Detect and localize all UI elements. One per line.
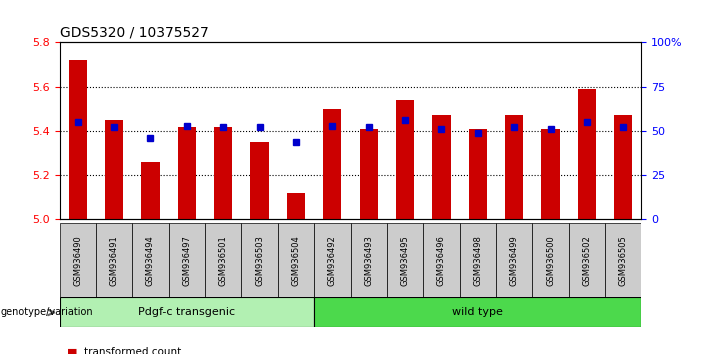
Text: GSM936500: GSM936500 bbox=[546, 235, 555, 286]
Text: GSM936493: GSM936493 bbox=[365, 235, 373, 286]
Bar bbox=[69, 60, 87, 219]
Bar bbox=[578, 89, 596, 219]
Bar bbox=[287, 193, 305, 219]
Bar bbox=[387, 223, 423, 297]
Bar bbox=[278, 223, 314, 297]
Text: transformed count: transformed count bbox=[84, 347, 182, 354]
Bar bbox=[205, 223, 241, 297]
Text: GDS5320 / 10375527: GDS5320 / 10375527 bbox=[60, 26, 208, 40]
Bar bbox=[314, 297, 641, 327]
Text: GSM936502: GSM936502 bbox=[583, 235, 592, 286]
Bar bbox=[541, 129, 559, 219]
Bar bbox=[105, 120, 123, 219]
Bar bbox=[178, 127, 196, 219]
Bar bbox=[60, 223, 96, 297]
Text: GSM936490: GSM936490 bbox=[74, 235, 82, 286]
Bar bbox=[569, 223, 605, 297]
Text: GSM936505: GSM936505 bbox=[619, 235, 627, 286]
Text: genotype/variation: genotype/variation bbox=[1, 307, 93, 318]
Bar bbox=[314, 223, 350, 297]
Bar bbox=[214, 127, 232, 219]
Bar bbox=[96, 223, 132, 297]
Bar bbox=[532, 223, 569, 297]
Text: GSM936501: GSM936501 bbox=[219, 235, 228, 286]
Text: GSM936497: GSM936497 bbox=[182, 235, 191, 286]
Bar bbox=[60, 297, 314, 327]
Text: GSM936492: GSM936492 bbox=[328, 235, 336, 286]
Bar bbox=[250, 142, 268, 219]
Bar bbox=[241, 223, 278, 297]
Text: GSM936498: GSM936498 bbox=[473, 235, 482, 286]
Bar bbox=[505, 115, 523, 219]
Bar bbox=[496, 223, 532, 297]
Bar bbox=[360, 129, 378, 219]
Text: GSM936499: GSM936499 bbox=[510, 235, 519, 286]
Bar bbox=[132, 223, 169, 297]
Bar bbox=[350, 223, 387, 297]
Bar bbox=[433, 115, 451, 219]
Text: wild type: wild type bbox=[452, 307, 503, 318]
Bar bbox=[469, 129, 487, 219]
Text: Pdgf-c transgenic: Pdgf-c transgenic bbox=[138, 307, 236, 318]
Text: ■: ■ bbox=[67, 347, 77, 354]
Bar bbox=[423, 223, 460, 297]
Bar bbox=[323, 109, 341, 219]
Bar bbox=[169, 223, 205, 297]
Text: GSM936491: GSM936491 bbox=[109, 235, 118, 286]
Bar bbox=[605, 223, 641, 297]
Bar bbox=[142, 162, 160, 219]
Bar bbox=[614, 115, 632, 219]
Text: GSM936494: GSM936494 bbox=[146, 235, 155, 286]
Text: GSM936503: GSM936503 bbox=[255, 235, 264, 286]
Bar bbox=[396, 100, 414, 219]
Bar bbox=[460, 223, 496, 297]
Text: GSM936504: GSM936504 bbox=[292, 235, 301, 286]
Text: GSM936495: GSM936495 bbox=[400, 235, 409, 286]
Text: GSM936496: GSM936496 bbox=[437, 235, 446, 286]
